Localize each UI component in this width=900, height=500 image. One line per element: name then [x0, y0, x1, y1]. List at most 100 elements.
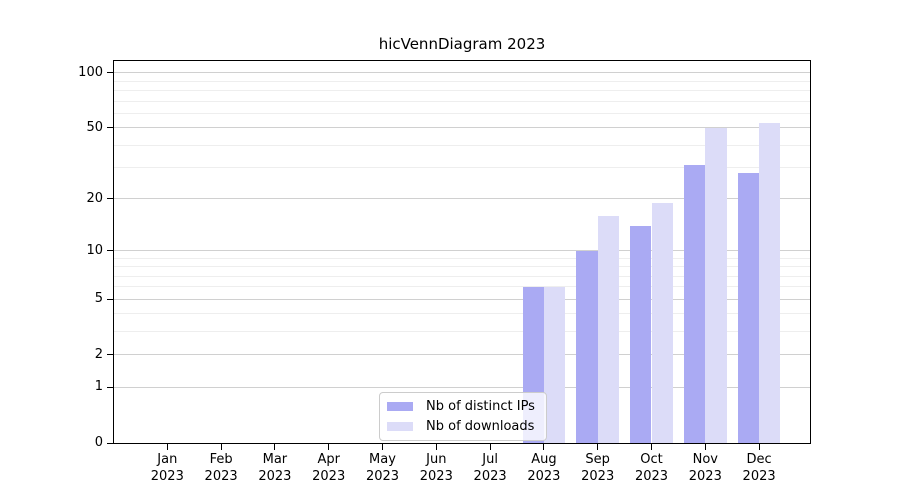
x-tick-month: Jan [157, 452, 178, 467]
x-tick-mark [166, 444, 168, 450]
x-tick-month: Feb [209, 452, 233, 467]
x-tick-label: Mar 2023 [243, 451, 307, 485]
x-tick-year: 2023 [742, 469, 776, 484]
y-tick-mark [107, 198, 113, 200]
x-tick-label: May 2023 [351, 451, 415, 485]
y-tick-mark [107, 298, 113, 300]
gridline-major [114, 72, 810, 74]
gridline-major [114, 354, 810, 356]
x-tick-year: 2023 [527, 469, 561, 484]
x-tick-year: 2023 [258, 469, 292, 484]
legend-item-distinct-ips: Nb of distinct IPs [387, 399, 538, 414]
bar-downloads [705, 127, 727, 443]
legend: Nb of distinct IPs Nb of downloads [379, 392, 547, 441]
gridline-major [114, 127, 810, 129]
x-tick-label: Feb 2023 [189, 451, 253, 485]
x-tick-month: Apr [317, 452, 340, 467]
x-tick-mark [328, 444, 330, 450]
y-tick-label: 50 [86, 119, 103, 135]
bar-downloads [543, 286, 566, 443]
x-tick-label: Nov 2023 [673, 451, 737, 485]
plot-inner: 0 1 2 5 10 20 50 100 Jan 2023 Feb 2023 Mar 2023 Apr 202… [78, 61, 810, 484]
gridline-minor [114, 286, 810, 288]
x-tick-year: 2023 [688, 469, 722, 484]
x-tick-mark [274, 444, 276, 450]
legend-label-distinct-ips: Nb of distinct IPs [426, 399, 535, 414]
x-tick-month: Dec [746, 452, 772, 467]
y-tick-mark [107, 442, 113, 444]
y-tick-mark [107, 250, 113, 252]
legend-swatch-distinct-ips [387, 402, 413, 411]
x-tick-year: 2023 [365, 469, 400, 484]
x-tick-year: 2023 [312, 469, 346, 484]
bar-distinct-ips [576, 250, 598, 443]
gridline-minor [114, 266, 810, 268]
legend-label-downloads: Nb of downloads [426, 419, 535, 434]
gridline-minor [114, 331, 810, 333]
x-tick-month: Jul [482, 452, 498, 467]
bar-downloads [759, 123, 781, 443]
bar-distinct-ips [630, 225, 652, 443]
plot-area: 0 1 2 5 10 20 50 100 Jan 2023 Feb 2023 Mar 2023 Apr 202… [78, 60, 811, 484]
y-tick-label: 100 [78, 64, 103, 80]
x-tick-mark [543, 444, 545, 450]
y-tick-label: 2 [94, 346, 103, 362]
legend-item-downloads: Nb of downloads [387, 419, 538, 434]
x-tick-year: 2023 [204, 469, 238, 484]
chart-title: hicVennDiagram 2023 [378, 35, 546, 53]
gridline-major [114, 298, 810, 300]
bar-distinct-ips [737, 172, 760, 443]
y-tick-label: 0 [94, 435, 103, 450]
x-tick-label: Sep 2023 [566, 451, 630, 485]
y-tick-mark [107, 386, 113, 388]
gridline-minor [114, 313, 810, 315]
x-tick-label: Jan 2023 [135, 451, 199, 485]
x-tick-mark [704, 444, 706, 450]
x-tick-label: Apr 2023 [297, 451, 361, 485]
bar-distinct-ips [683, 164, 706, 443]
gridline-minor [114, 167, 810, 169]
x-tick-year: 2023 [150, 469, 184, 484]
x-tick-month: Mar [262, 452, 288, 467]
bar-downloads [597, 215, 620, 443]
y-tick-label: 1 [94, 379, 103, 395]
x-tick-year: 2023 [634, 469, 669, 484]
gridline-major [114, 198, 810, 200]
x-tick-year: 2023 [581, 469, 615, 484]
gridline-minor [114, 89, 810, 91]
gridline-minor [114, 275, 810, 277]
x-tick-mark [220, 444, 222, 450]
x-tick-mark [435, 444, 437, 450]
gridline-minor [114, 144, 810, 146]
gridline-major [114, 250, 810, 252]
x-tick-label: Aug 2023 [512, 451, 576, 485]
y-tick-mark [107, 354, 113, 356]
y-tick-mark [107, 127, 113, 129]
gridline-minor [114, 112, 810, 114]
y-tick-label: 10 [86, 242, 103, 258]
x-tick-year: 2023 [473, 469, 507, 484]
x-tick-label: Dec 2023 [727, 451, 791, 485]
x-tick-month: Nov [692, 452, 718, 467]
y-tick-mark [107, 72, 113, 74]
gridline-minor [114, 80, 810, 82]
gridline-minor [114, 257, 810, 259]
y-tick-label: 20 [86, 190, 103, 206]
x-tick-month: Jun [426, 452, 447, 467]
x-tick-mark [651, 444, 652, 450]
x-tick-mark [758, 444, 760, 450]
gridline-major [114, 386, 810, 388]
x-tick-mark [489, 444, 491, 450]
x-tick-month: May [369, 452, 396, 467]
x-tick-month: Aug [531, 452, 557, 467]
y-tick-label: 5 [94, 291, 103, 307]
x-tick-month: Sep [585, 452, 610, 467]
gridline-minor [114, 100, 810, 102]
x-tick-month: Oct [640, 452, 663, 467]
legend-swatch-downloads [387, 422, 413, 431]
x-tick-label: Jun 2023 [404, 451, 468, 485]
bar-downloads [651, 202, 673, 443]
x-tick-label: Oct 2023 [620, 451, 684, 485]
x-tick-label: Jul 2023 [458, 451, 522, 485]
